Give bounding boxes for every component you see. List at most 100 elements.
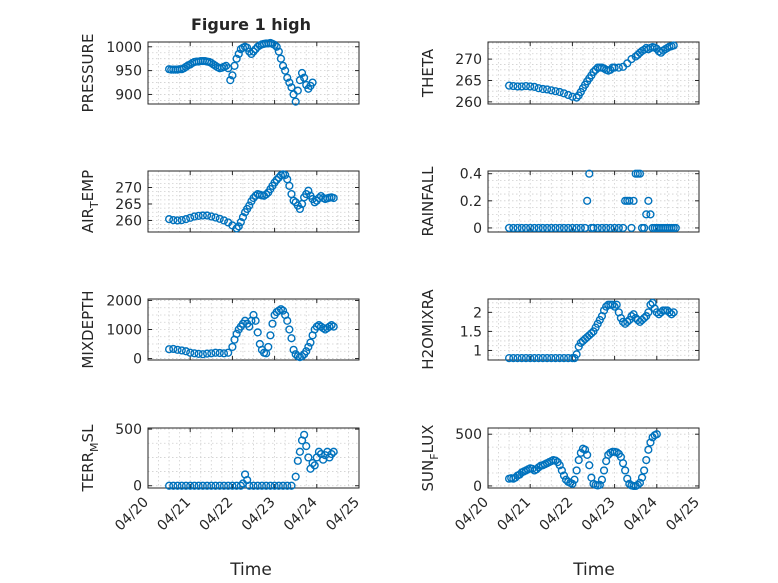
data-point bbox=[270, 40, 279, 49]
data-point bbox=[165, 481, 174, 490]
data-point bbox=[232, 224, 241, 233]
data-point bbox=[513, 82, 522, 91]
data-point bbox=[198, 211, 207, 220]
data-point bbox=[293, 86, 302, 95]
data-point bbox=[198, 350, 207, 359]
data-point bbox=[251, 316, 260, 325]
axes-box bbox=[147, 170, 360, 233]
y-axis-label-main: THETA bbox=[419, 48, 437, 98]
data-point bbox=[526, 82, 535, 91]
grid-lines bbox=[148, 428, 359, 488]
data-point bbox=[289, 345, 298, 354]
y-tick-label: 0.2 bbox=[460, 194, 482, 210]
data-point bbox=[526, 353, 535, 363]
data-point bbox=[278, 481, 288, 490]
data-point bbox=[627, 55, 636, 64]
data-point bbox=[215, 348, 224, 358]
data-point bbox=[300, 430, 309, 439]
data-point bbox=[612, 300, 621, 309]
y-axis-label: TERRMSL bbox=[79, 424, 101, 493]
data-point bbox=[610, 223, 619, 233]
data-point bbox=[327, 449, 336, 459]
data-point bbox=[574, 455, 583, 465]
data-point bbox=[606, 65, 615, 74]
data-point bbox=[534, 353, 543, 363]
data-point bbox=[291, 97, 300, 106]
y-tick-label: 1000 bbox=[106, 40, 142, 56]
data-point bbox=[640, 466, 649, 475]
data-point bbox=[270, 481, 279, 490]
data-point bbox=[194, 349, 203, 359]
data-point bbox=[238, 213, 248, 222]
data-point bbox=[593, 223, 602, 233]
data-point bbox=[181, 347, 191, 356]
data-point bbox=[295, 204, 305, 214]
y-tick-label: 500 bbox=[455, 427, 482, 443]
data-point bbox=[228, 71, 237, 80]
y-tick-label: 500 bbox=[115, 422, 142, 438]
y-tick-label: 0 bbox=[473, 221, 482, 237]
data-point bbox=[310, 198, 319, 207]
data-point bbox=[633, 480, 642, 489]
data-points bbox=[505, 430, 661, 491]
y-tick-label: 1 bbox=[473, 343, 482, 359]
data-point bbox=[329, 193, 338, 203]
data-point bbox=[202, 349, 212, 358]
data-point bbox=[295, 76, 305, 85]
data-point bbox=[640, 313, 649, 323]
data-point bbox=[644, 445, 653, 454]
data-point bbox=[173, 345, 182, 354]
data-point bbox=[635, 478, 645, 487]
data-point bbox=[572, 223, 581, 233]
data-point bbox=[173, 481, 182, 490]
y-tick-label: 260 bbox=[455, 95, 482, 111]
data-point bbox=[304, 453, 313, 462]
y-tick-label: 0.4 bbox=[460, 167, 482, 183]
data-point bbox=[181, 215, 191, 224]
grid-lines bbox=[488, 171, 699, 232]
data-point bbox=[276, 54, 286, 63]
data-point bbox=[295, 447, 305, 456]
data-point bbox=[186, 213, 195, 222]
data-point bbox=[559, 471, 569, 480]
data-point bbox=[555, 461, 564, 470]
subplot-4: 0 0.2 0.4 RAINFALL bbox=[419, 166, 700, 237]
y-axis-label-main: PRESSURE bbox=[79, 34, 97, 113]
data-point bbox=[640, 223, 649, 233]
data-point bbox=[509, 223, 518, 233]
y-axis-label: MIXDEPTH bbox=[79, 290, 97, 368]
data-point bbox=[297, 68, 307, 78]
data-point bbox=[517, 353, 526, 363]
data-point bbox=[194, 211, 203, 220]
data-point bbox=[219, 349, 229, 358]
data-point bbox=[190, 349, 199, 358]
y-axis-label-subscript: T bbox=[88, 201, 101, 209]
y-axis-label-main: AIR bbox=[79, 208, 97, 233]
data-point bbox=[329, 322, 338, 331]
data-point bbox=[521, 81, 531, 91]
y-axis-label: AIRTEMP bbox=[79, 170, 101, 233]
data-point bbox=[177, 346, 186, 355]
data-points bbox=[165, 170, 338, 233]
data-point bbox=[599, 466, 609, 475]
data-point bbox=[642, 210, 651, 219]
data-point bbox=[287, 334, 296, 343]
y-axis-label-subscript: M bbox=[88, 442, 101, 452]
x-axis-label-left: Time bbox=[229, 560, 272, 580]
data-point bbox=[538, 84, 547, 94]
subplot-6: 1 1.5 2 H2OMIXRA bbox=[419, 289, 700, 370]
y-tick-label: 2000 bbox=[106, 293, 142, 309]
y-axis-label-suffix: SL bbox=[79, 424, 97, 443]
data-point bbox=[165, 215, 174, 224]
data-point bbox=[614, 223, 623, 233]
data-point bbox=[551, 223, 560, 233]
data-point bbox=[249, 481, 258, 490]
data-point bbox=[202, 481, 212, 490]
y-axis-label: H2OMIXRA bbox=[419, 289, 437, 370]
data-point bbox=[564, 223, 573, 233]
y-axis-label-suffix: EMP bbox=[79, 170, 97, 201]
data-points bbox=[165, 38, 317, 106]
data-point bbox=[253, 328, 262, 337]
data-point bbox=[293, 456, 302, 465]
